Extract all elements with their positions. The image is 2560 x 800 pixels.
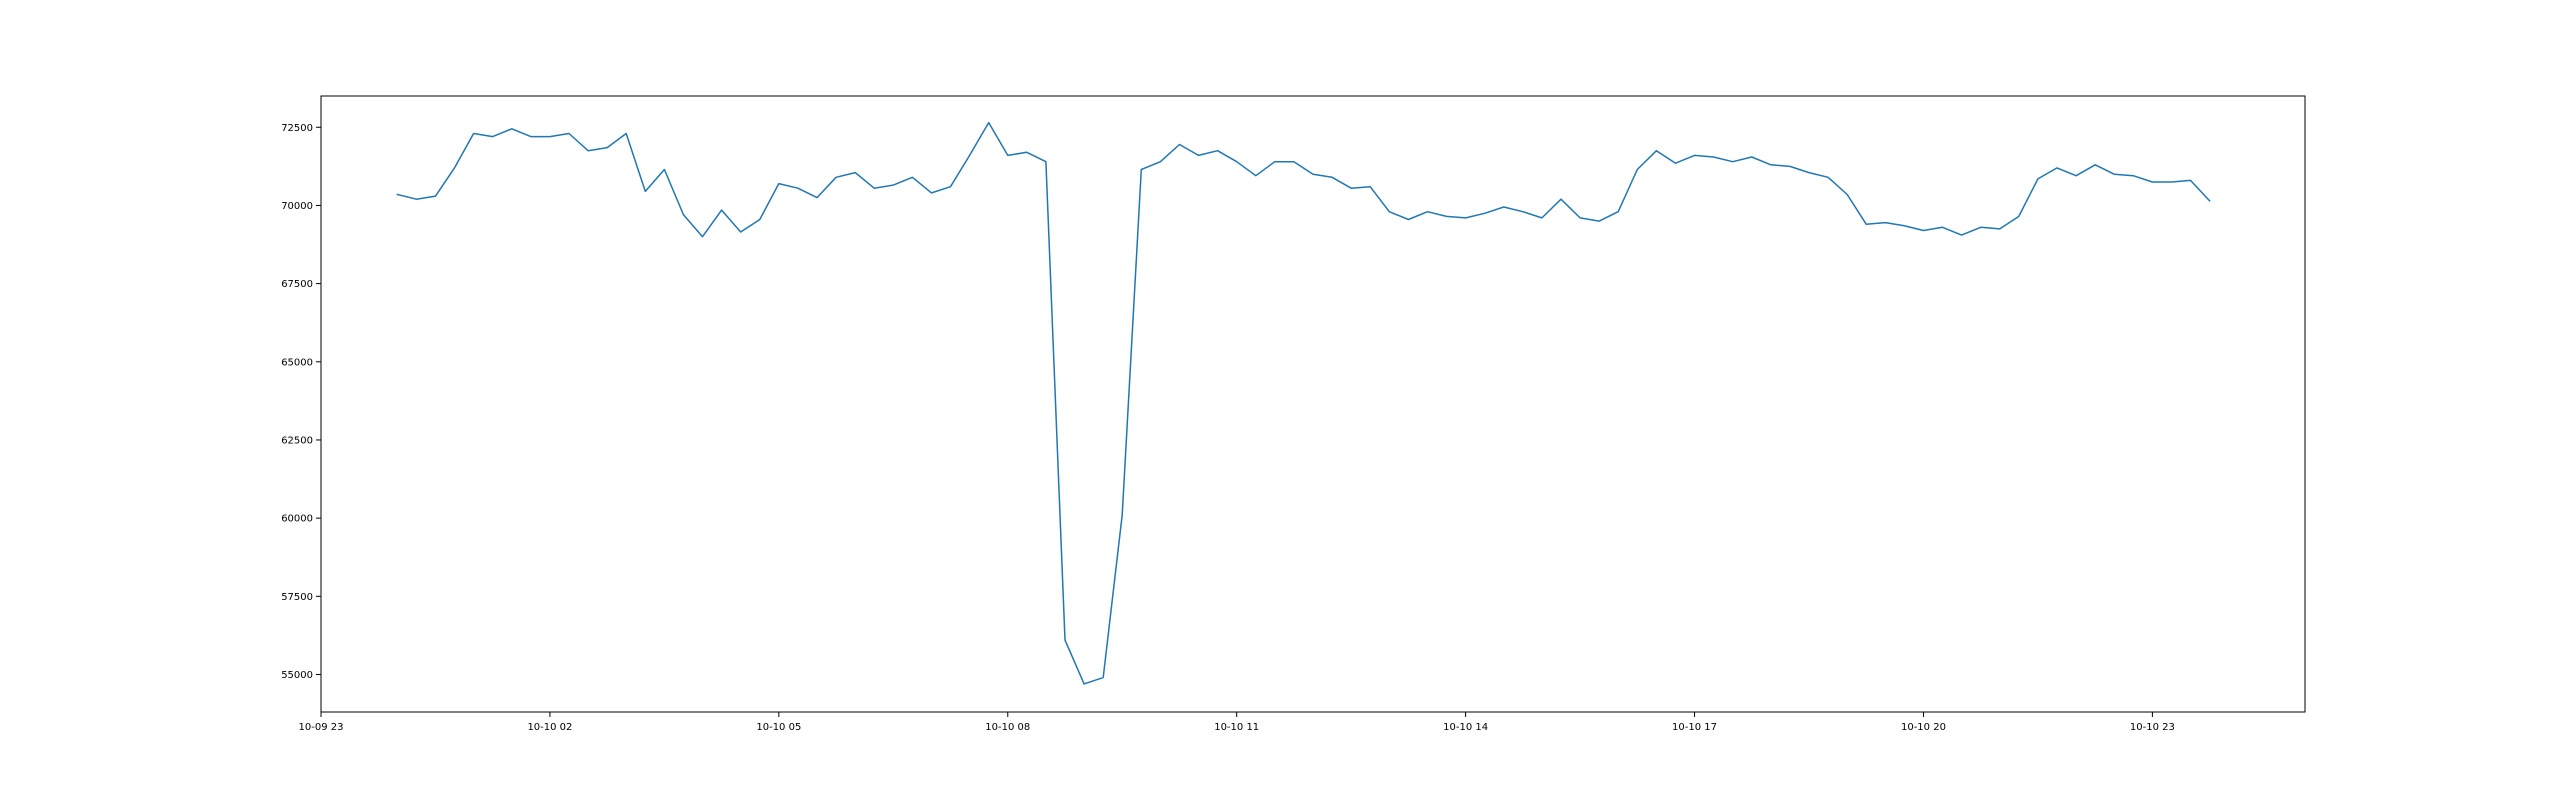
- x-tick-label: 10-10 08: [985, 722, 1030, 733]
- y-tick-label: 70000: [281, 201, 313, 212]
- x-tick-label: 10-10 20: [1901, 722, 1946, 733]
- x-tick-label: 10-10 11: [1214, 722, 1259, 733]
- plot-frame: [320, 95, 2306, 713]
- series-line: [396, 121, 2211, 685]
- y-tick-label: 72500: [281, 123, 313, 134]
- y-axis: 55000 57500 60000 62500 65000 67500 70000 72500: [281, 123, 321, 681]
- x-tick-label: 10-10 05: [756, 722, 801, 733]
- x-axis: 10-09 23 10-10 02 10-10 05 10-10 08 10-10 11…: [299, 712, 2175, 733]
- y-tick-label: 62500: [281, 435, 313, 446]
- y-tick-label: 55000: [281, 670, 313, 681]
- x-tick-label: 10-09 23: [299, 722, 344, 733]
- x-tick-label: 10-10 17: [1672, 722, 1717, 733]
- series-layer: [396, 121, 2211, 685]
- x-tick-label: 10-10 14: [1443, 722, 1488, 733]
- y-tick-label: 65000: [281, 357, 313, 368]
- y-tick-label: 57500: [281, 592, 313, 603]
- y-tick-label: 60000: [281, 514, 313, 525]
- x-tick-label: 10-10 23: [2130, 722, 2175, 733]
- y-tick-label: 67500: [281, 279, 313, 290]
- x-tick-label: 10-10 02: [527, 722, 572, 733]
